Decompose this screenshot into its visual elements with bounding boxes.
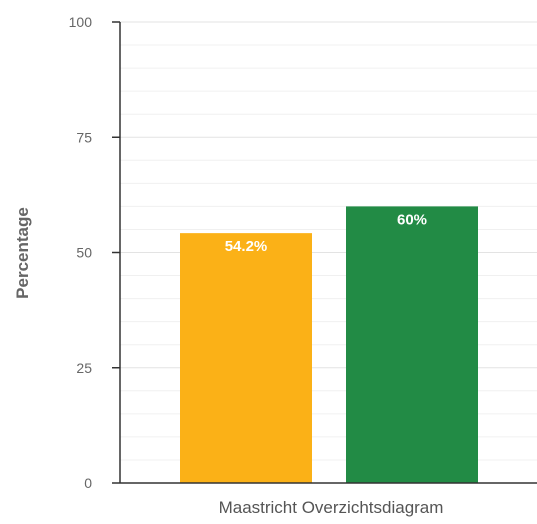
y-tick-label: 0 — [84, 475, 92, 491]
y-tick-label: 50 — [76, 245, 92, 261]
category-label: Maastricht Overzichtsdiagram — [219, 498, 444, 517]
y-axis-title: Percentage — [13, 207, 32, 299]
y-ticks: 0 25 50 75 100 — [69, 14, 120, 491]
bar-1-value-label: 54.2% — [225, 238, 268, 255]
bars — [180, 206, 478, 483]
bar-2-value-label: 60% — [397, 211, 427, 228]
data-labels: 54.2% 60% — [225, 211, 427, 255]
bar-2 — [346, 206, 478, 483]
y-tick-label: 75 — [76, 129, 92, 145]
y-tick-label: 25 — [76, 360, 92, 376]
bar-1 — [180, 233, 312, 483]
y-tick-label: 100 — [69, 14, 93, 30]
